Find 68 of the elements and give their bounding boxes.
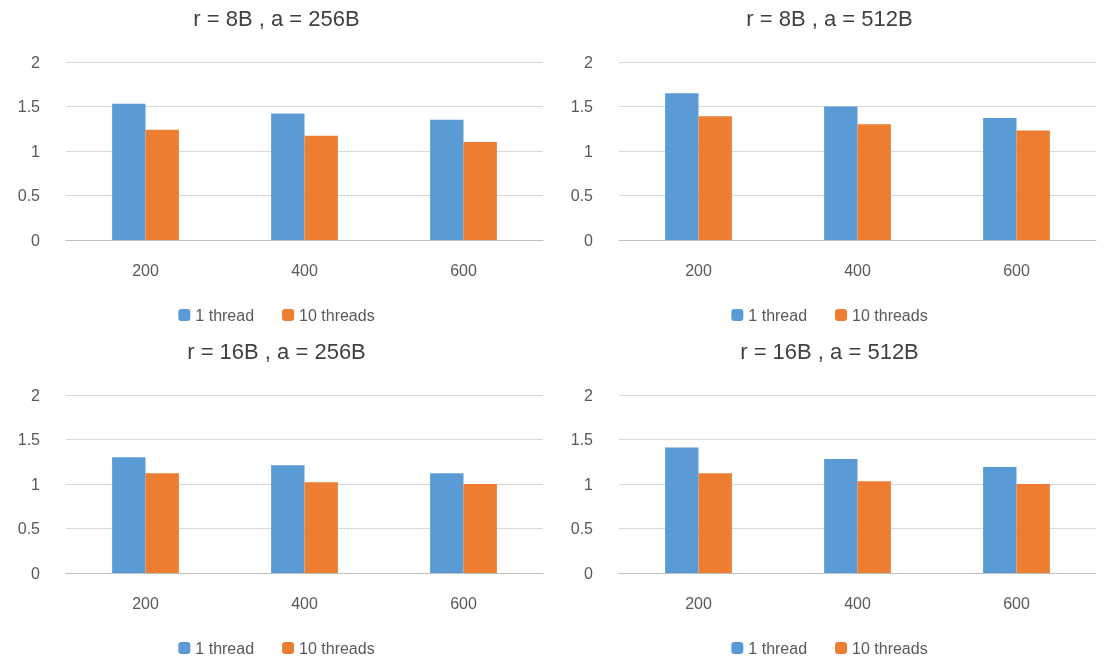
bar (112, 456, 146, 573)
x-tick-label: 400 (291, 261, 318, 279)
x-tick-label: 600 (1003, 261, 1030, 279)
y-tick-label: 0 (584, 231, 594, 249)
bar (112, 103, 146, 240)
x-tick-label: 600 (1003, 594, 1030, 611)
y-tick-label: 0 (31, 564, 41, 581)
y-tick-label: 0.5 (17, 519, 41, 537)
y-tick-label: 0.5 (570, 519, 594, 537)
legend-label: 10 threads (852, 639, 928, 656)
bar (698, 472, 732, 573)
y-tick-label: 1.5 (570, 98, 594, 115)
bar (463, 483, 497, 573)
x-tick-label: 400 (844, 261, 871, 279)
x-tick-label: 600 (450, 594, 477, 611)
y-tick-label: 1 (584, 475, 594, 492)
bar (463, 142, 497, 240)
chart-title: r = 16B , a = 512B (740, 338, 919, 363)
y-tick-label: 1.5 (17, 430, 41, 448)
bar (430, 119, 464, 240)
bar (983, 118, 1017, 240)
y-tick-label: 2 (31, 386, 41, 403)
bar (857, 124, 891, 240)
y-tick-label: 1.5 (17, 98, 41, 115)
y-tick-label: 0 (584, 564, 594, 581)
legend-label: 10 threads (299, 306, 375, 324)
bar (1016, 130, 1050, 240)
legend-label: 1 thread (195, 306, 255, 324)
x-tick-label: 200 (685, 261, 712, 279)
y-tick-label: 1 (31, 142, 41, 160)
chart-title: r = 8B , a = 256B (193, 5, 360, 31)
bar (983, 466, 1017, 573)
y-tick-label: 1 (31, 475, 41, 492)
x-tick-label: 200 (132, 261, 159, 279)
y-tick-label: 0 (31, 231, 41, 249)
legend-label: 1 thread (748, 306, 808, 324)
x-tick-label: 200 (132, 594, 159, 611)
bar (304, 481, 338, 573)
chart-title: r = 8B , a = 512B (746, 5, 913, 31)
bar (857, 480, 891, 573)
bar (430, 472, 464, 573)
y-tick-label: 1.5 (570, 430, 594, 448)
y-tick-label: 2 (584, 53, 594, 71)
legend-label: 10 threads (299, 639, 375, 656)
y-tick-label: 0.5 (17, 187, 41, 204)
y-tick-label: 2 (31, 53, 41, 71)
bar (824, 106, 858, 240)
legend-label: 10 threads (852, 306, 928, 324)
bar (665, 93, 699, 240)
x-tick-label: 200 (685, 594, 712, 611)
y-tick-label: 1 (584, 142, 594, 160)
bar (145, 129, 179, 240)
bar (824, 458, 858, 573)
legend-label: 1 thread (748, 639, 808, 656)
bar (271, 113, 305, 240)
bar (1016, 483, 1050, 573)
bar (271, 464, 305, 573)
x-tick-label: 400 (844, 594, 871, 611)
chart-title: r = 16B , a = 256B (187, 338, 366, 363)
x-tick-label: 400 (291, 594, 318, 611)
y-tick-label: 0.5 (570, 187, 594, 204)
bar (145, 472, 179, 573)
legend-label: 1 thread (195, 639, 255, 656)
y-tick-label: 2 (584, 386, 594, 403)
bar (698, 116, 732, 240)
bar (665, 447, 699, 573)
x-tick-label: 600 (450, 261, 477, 279)
bar (304, 135, 338, 240)
